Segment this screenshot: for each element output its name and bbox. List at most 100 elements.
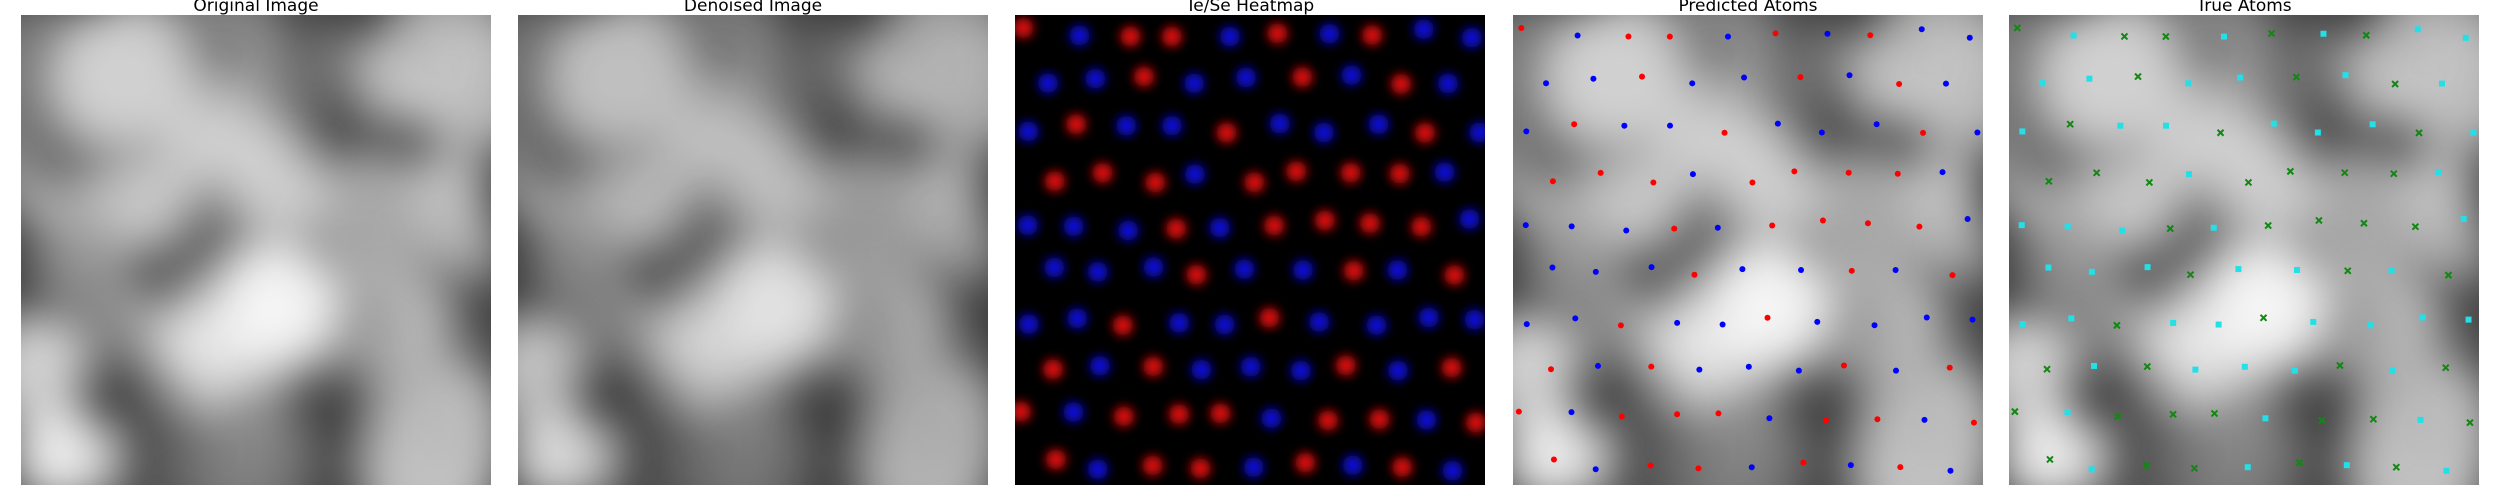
- atom-marker: [1739, 266, 1746, 273]
- atom-marker: [2145, 178, 2154, 187]
- atom-marker: [1648, 363, 1655, 370]
- atom-marker: [1623, 227, 1630, 234]
- atom-marker: [2192, 366, 2199, 373]
- atom-marker: [1814, 318, 1821, 325]
- atom-marker: [1741, 74, 1748, 81]
- atom-marker: [2162, 32, 2170, 41]
- atom-marker: [2460, 216, 2467, 223]
- atom-marker: [1966, 34, 1973, 41]
- image: [0, 0, 546, 500]
- atom-marker: [1574, 32, 1581, 39]
- atom-marker: [2064, 409, 2071, 416]
- atom-marker: [1920, 129, 1927, 136]
- atom-marker: [2320, 30, 2327, 37]
- atom-marker: [2143, 362, 2151, 371]
- atom-marker: [1798, 266, 1805, 273]
- atom-marker: [2315, 216, 2323, 225]
- atom-marker: [2019, 321, 2026, 328]
- atom-marker: [1719, 321, 1726, 328]
- atom-marker: [2220, 33, 2227, 40]
- atom-marker: [1721, 129, 1728, 136]
- atom-marker: [1695, 465, 1702, 472]
- atom-marker: [1974, 129, 1981, 136]
- panel: [1958, 0, 2500, 500]
- atom-marker: [2343, 462, 2350, 469]
- atom-marker: [1674, 411, 1681, 418]
- atom-marker: [2310, 318, 2317, 325]
- atom-marker: [1543, 80, 1550, 87]
- atom-marker: [2241, 363, 2248, 370]
- atom-marker: [1689, 80, 1696, 87]
- atom-marker: [2011, 407, 2019, 416]
- atom-marker: [2415, 129, 2423, 137]
- atom-marker: [1749, 179, 1756, 186]
- atom-marker: [2294, 266, 2301, 273]
- atom-marker: [1667, 122, 1674, 129]
- atom-marker: [2088, 466, 2095, 473]
- atom-marker: [1568, 409, 1575, 416]
- atom-marker: [2142, 461, 2151, 470]
- atom-marker: [2210, 409, 2219, 418]
- atom-marker: [2443, 467, 2450, 474]
- atom-marker: [1639, 73, 1646, 80]
- panel-title: Denoised Image: [684, 0, 822, 16]
- atom-marker: [1892, 267, 1899, 274]
- atom-marker: [2039, 80, 2046, 87]
- atom-marker: [2341, 168, 2349, 177]
- atom-marker: [2318, 416, 2326, 425]
- heatmap: [1015, 15, 1485, 485]
- atom-marker: [1946, 364, 1953, 371]
- atom-marker: [2389, 367, 2396, 374]
- atom-marker: [2267, 29, 2276, 38]
- panel: [0, 0, 546, 500]
- atom-marker: [1745, 363, 1752, 370]
- atom-marker: [1874, 416, 1881, 423]
- panel-title: True Atoms: [2195, 0, 2291, 16]
- atom-marker: [2391, 80, 2399, 88]
- atom-marker: [2336, 361, 2344, 370]
- atom-marker: [2018, 222, 2025, 229]
- atom-marker: [1918, 26, 1925, 33]
- atom-marker: [1848, 267, 1855, 274]
- atom-marker: [2166, 224, 2174, 233]
- atom-marker: [1772, 30, 1779, 37]
- atom-marker: [2086, 75, 2093, 82]
- atom-marker: [2344, 267, 2352, 275]
- atom-marker: [2144, 264, 2151, 271]
- atom-marker: [1846, 72, 1853, 79]
- atom-marker: [1748, 464, 1755, 471]
- atom-marker: [2088, 268, 2095, 275]
- atom-marker: [1764, 314, 1771, 321]
- atom-marker: [2295, 458, 2304, 467]
- atom-marker: [2070, 32, 2077, 39]
- atom-marker: [1964, 216, 1971, 223]
- atom-marker: [1666, 33, 1673, 40]
- atom-marker: [2114, 412, 2122, 421]
- atom-marker: [2435, 169, 2442, 176]
- atom-marker: [2117, 122, 2124, 129]
- atom-marker: [1942, 80, 1949, 87]
- atom-marker: [2367, 322, 2374, 329]
- atom-marker: [1549, 178, 1556, 185]
- atom-marker: [2046, 455, 2054, 464]
- atom-marker: [1647, 462, 1654, 469]
- atom-marker: [1674, 319, 1681, 326]
- atom-marker: [2244, 464, 2251, 471]
- atom-marker: [1847, 462, 1854, 469]
- atom-marker: [2119, 227, 2126, 234]
- atom-marker: [2120, 32, 2129, 41]
- atom-marker: [1621, 122, 1628, 129]
- atom-marker: [1970, 419, 1977, 426]
- atom-marker: [2411, 222, 2420, 231]
- atom-marker: [1824, 30, 1831, 37]
- atom-marker: [2064, 223, 2071, 230]
- atom-marker: [1916, 223, 1923, 230]
- atom-marker: [1864, 220, 1871, 227]
- atom-marker: [2419, 314, 2426, 321]
- atom-marker: [1518, 24, 1525, 31]
- atom-marker: [1523, 128, 1530, 135]
- atom-marker: [2216, 129, 2225, 137]
- atom-marker: [1947, 467, 1954, 474]
